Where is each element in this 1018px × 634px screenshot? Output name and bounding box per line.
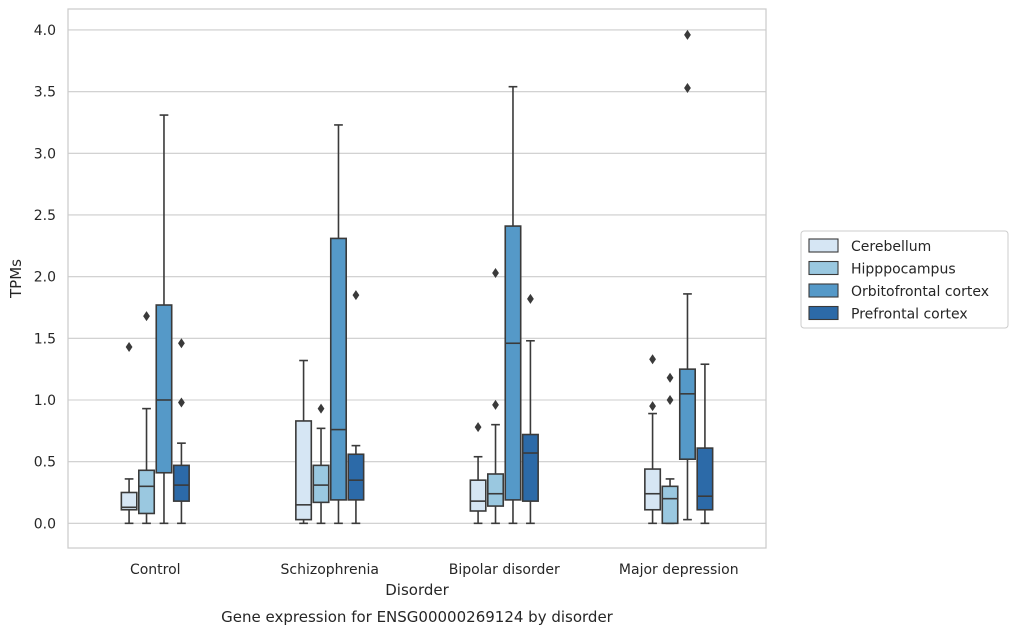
y-tick-label: 1.5: [34, 331, 56, 347]
box-body: [120, 491, 138, 511]
box-body: [696, 447, 714, 511]
x-axis-title: Disorder: [385, 581, 449, 599]
chart-caption: Gene expression for ENSG00000269124 by d…: [221, 608, 614, 626]
outlier-point: [143, 311, 150, 322]
legend-swatch: [808, 283, 839, 298]
y-tick-label: 1.0: [34, 393, 56, 409]
box-cerebellum: [120, 341, 138, 525]
legend-label: Cerebellum: [851, 239, 931, 255]
outlier-point: [352, 290, 360, 301]
box-body: [155, 304, 173, 474]
box-prefrontal-cortex: [521, 293, 539, 525]
boxes: [120, 29, 714, 525]
box-body: [347, 453, 365, 501]
outlier-point: [492, 399, 499, 410]
box-cerebellum: [644, 354, 662, 525]
legend-swatch: [808, 260, 839, 276]
box-prefrontal-cortex: [172, 338, 190, 525]
box-prefrontal-cortex: [347, 290, 365, 525]
outlier-point: [178, 397, 185, 408]
box-orbitofrontal-cortex: [504, 85, 522, 525]
outlier-point: [527, 293, 534, 304]
legend-frame: [800, 230, 1009, 329]
box-hipppocampus: [661, 372, 679, 525]
y-tick-label: 0.0: [34, 516, 56, 532]
x-tick-label: Control: [130, 562, 181, 578]
box-hipppocampus: [486, 267, 505, 525]
box-body: [172, 464, 190, 502]
box-body: [295, 420, 313, 521]
box-hipppocampus: [312, 403, 330, 525]
y-axis-ticks: 0.0 0.5 1.0 1.5 2.0 2.5 3.0 3.5 4.0: [34, 23, 56, 532]
legend-label: Hipppocampus: [851, 262, 956, 278]
x-tick-label: Major depression: [619, 562, 739, 578]
outlier-point: [666, 372, 674, 383]
y-tick-label: 2.5: [34, 208, 56, 224]
outlier-point: [684, 29, 691, 40]
outlier-point: [178, 338, 185, 349]
outlier-point: [649, 401, 656, 412]
box-prefrontal-cortex: [696, 363, 714, 525]
x-axis-ticks: Control Schizophrenia Bipolar disorder Majo…: [130, 562, 739, 578]
legend: Cerebellum Hipppocampus Orbitofrontal cort…: [800, 230, 1009, 329]
outlier-point: [666, 394, 674, 405]
x-tick-label: Schizophrenia: [281, 562, 379, 578]
y-tick-label: 2.0: [34, 270, 56, 286]
box-orbitofrontal-cortex: [329, 124, 347, 525]
y-tick-label: 0.5: [34, 455, 56, 471]
box-cerebellum: [469, 422, 487, 525]
box-orbitofrontal-cortex: [678, 29, 696, 521]
legend-label: Orbitofrontal cortex: [851, 284, 989, 300]
legend-label: Prefrontal cortex: [851, 307, 968, 323]
box-body: [678, 368, 696, 460]
x-tick-label: Bipolar disorder: [449, 562, 560, 578]
y-axis-title: TPMs: [7, 259, 25, 299]
box-hipppocampus: [138, 311, 156, 525]
box-body: [138, 469, 156, 515]
outlier-point: [125, 341, 133, 352]
plot-frame: [67, 8, 767, 549]
box-body: [644, 468, 662, 511]
y-tick-label: 3.5: [34, 85, 56, 101]
outlier-point: [492, 267, 499, 278]
gridlines: [68, 29, 766, 524]
box-orbitofrontal-cortex: [155, 114, 173, 525]
box-body: [469, 479, 487, 512]
box-body: [329, 237, 347, 501]
box-cerebellum: [295, 359, 313, 525]
outlier-point: [649, 354, 656, 365]
box-body: [661, 485, 679, 525]
outlier-point: [317, 403, 325, 414]
y-tick-label: 3.0: [34, 146, 56, 162]
box-body: [486, 473, 505, 507]
box-body: [504, 225, 522, 501]
outlier-point: [474, 422, 482, 433]
outlier-point: [684, 82, 691, 93]
box-body: [312, 464, 330, 504]
legend-swatch: [808, 305, 839, 321]
legend-swatch: [808, 238, 839, 253]
y-tick-label: 4.0: [34, 23, 56, 39]
box-body: [521, 433, 539, 502]
